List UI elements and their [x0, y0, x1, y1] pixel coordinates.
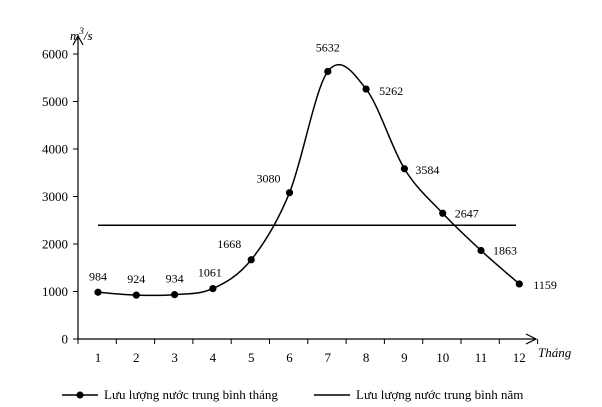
- x-tick-label: 7: [325, 350, 332, 365]
- x-tick-label: 9: [401, 350, 408, 365]
- data-point: [209, 285, 217, 293]
- y-tick-label: 6000: [42, 47, 68, 62]
- data-point: [132, 291, 140, 299]
- x-tick-label: 6: [286, 350, 293, 365]
- x-axis-arrow: [525, 333, 538, 345]
- x-tick-label: 12: [513, 350, 526, 365]
- legend-label-monthly: Lưu lượng nước trung bình tháng: [104, 387, 278, 402]
- data-label: 934: [166, 272, 184, 286]
- y-tick-label: 5000: [42, 94, 68, 109]
- data-point: [439, 209, 447, 217]
- data-label: 3080: [257, 172, 281, 186]
- y-axis-label: m3/s: [70, 26, 93, 43]
- x-tick-label: 1: [95, 350, 102, 365]
- x-tick-label: 3: [171, 350, 178, 365]
- legend-marker-monthly: [76, 391, 84, 399]
- y-tick-labels: 0 1000 2000 3000 4000 5000 6000: [42, 47, 78, 347]
- data-points: [94, 67, 523, 299]
- data-point: [285, 189, 294, 197]
- data-labels: 984 924 934 1061 1668 3080 5632 5262 3584 2647 186…: [89, 40, 557, 291]
- x-tick-label: 2: [133, 350, 140, 365]
- data-point: [324, 67, 332, 76]
- y-tick-label: 1000: [42, 284, 68, 299]
- data-point: [515, 280, 523, 288]
- y-axis-arrow: [72, 34, 84, 46]
- x-tick-label: 10: [436, 350, 449, 365]
- data-label: 984: [89, 269, 107, 283]
- y-tick-label: 3000: [42, 189, 68, 204]
- data-label: 5262: [379, 84, 403, 98]
- data-point: [171, 291, 179, 299]
- monthly-average-line: [97, 64, 520, 297]
- y-axis-label-tail: /s: [83, 28, 93, 43]
- x-tick-label: 11: [475, 350, 488, 365]
- data-label: 5632: [316, 40, 340, 54]
- y-axis-label-base: m: [70, 28, 79, 43]
- x-tick-labels: 1 2 3 4 5 6 7 8 9 10 11 12: [77, 339, 539, 365]
- y-tick-label: 2000: [42, 237, 68, 252]
- data-point: [477, 246, 485, 255]
- data-point: [400, 165, 408, 173]
- data-point: [247, 256, 255, 264]
- x-tick-label: 4: [210, 350, 217, 365]
- data-label: 1863: [493, 244, 517, 258]
- data-label: 3584: [415, 163, 439, 177]
- x-axis-label: Tháng: [538, 345, 572, 360]
- data-label: 924: [127, 272, 145, 286]
- data-label: 1061: [198, 266, 222, 280]
- y-tick-label: 4000: [42, 142, 68, 157]
- y-axis-label-superscript: 3: [78, 26, 84, 36]
- axes: [72, 34, 538, 345]
- data-point: [94, 288, 102, 296]
- legend-label-annual: Lưu lượng nước trung bình năm: [356, 387, 523, 402]
- x-tick-label: 8: [363, 350, 370, 365]
- x-tick-label: 5: [248, 350, 255, 365]
- data-label: 1159: [533, 278, 557, 292]
- data-label: 2647: [455, 206, 479, 220]
- y-tick-label: 0: [62, 332, 69, 347]
- data-label: 1668: [217, 237, 241, 251]
- data-point: [362, 85, 370, 93]
- legend: Lưu lượng nước trung bình tháng Lưu lượn…: [62, 387, 523, 402]
